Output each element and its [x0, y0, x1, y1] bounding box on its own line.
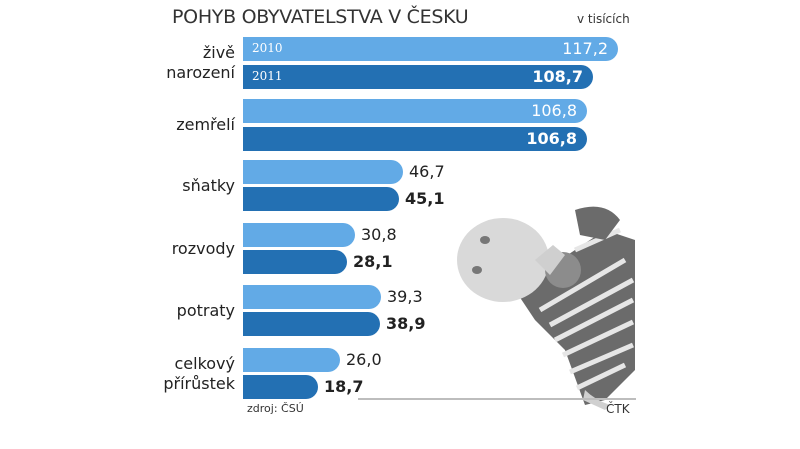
value-label: 39,3 — [387, 287, 423, 306]
value-label: 28,1 — [353, 252, 393, 271]
value-label: 18,7 — [324, 377, 364, 396]
legend-year-2011: 2011 — [252, 69, 283, 83]
unit-label: v tisících — [577, 12, 630, 26]
value-label: 45,1 — [405, 189, 445, 208]
bar-2010: 2010 117,2 — [243, 37, 618, 61]
category-label: celkový přírůstek — [163, 353, 235, 393]
category-label: potraty — [176, 300, 235, 320]
baby-illustration-icon — [457, 206, 635, 410]
category-label: živě narození — [166, 43, 235, 82]
bar-2011 — [243, 312, 380, 336]
bar-2010: 106,8 — [243, 99, 587, 123]
baby-photo — [457, 206, 635, 410]
bar-2010 — [243, 285, 381, 309]
credit-note: ČTK — [606, 402, 630, 416]
category-label: sňatky — [182, 175, 235, 195]
value-label: 108,7 — [532, 67, 583, 86]
value-label: 46,7 — [409, 162, 445, 181]
chart-title: POHYB OBYVATELSTVA V ČESKU — [172, 6, 469, 28]
value-label: 117,2 — [562, 39, 608, 58]
bar-2011 — [243, 250, 347, 274]
baseline-rule — [358, 398, 636, 400]
bar-2011 — [243, 375, 318, 399]
bar-2010 — [243, 160, 403, 184]
bar-2011: 106,8 — [243, 127, 587, 151]
value-label: 106,8 — [526, 129, 577, 148]
bar-2011: 2011 108,7 — [243, 65, 593, 89]
bar-2011 — [243, 187, 399, 211]
bar-2010 — [243, 348, 340, 372]
category-label: rozvody — [171, 238, 235, 258]
source-note: zdroj: ČSÚ — [247, 402, 304, 415]
value-label: 26,0 — [346, 350, 382, 369]
legend-year-2010: 2010 — [252, 41, 283, 55]
value-label: 106,8 — [531, 101, 577, 120]
value-label: 30,8 — [361, 225, 397, 244]
value-label: 38,9 — [386, 314, 426, 333]
bar-2010 — [243, 223, 355, 247]
category-label: zemřelí — [176, 115, 235, 134]
